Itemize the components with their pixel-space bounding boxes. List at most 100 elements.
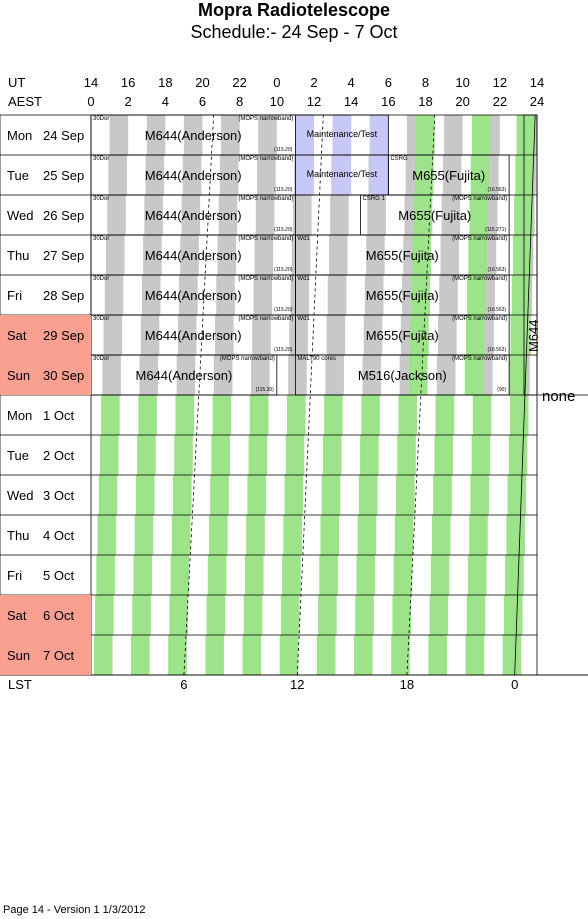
- background-stripe: [429, 595, 449, 635]
- background-stripe: [181, 195, 201, 235]
- background-stripe: [396, 475, 415, 515]
- day-label: Sun 30 Sep: [0, 355, 91, 395]
- background-stripe: [209, 515, 228, 555]
- lst-tick-label: 12: [290, 677, 305, 692]
- background-stripe: [444, 115, 463, 155]
- background-stripe: [104, 275, 124, 315]
- day-label: Sun 7 Oct: [0, 635, 91, 675]
- background-stripe: [109, 115, 129, 155]
- background-stripe: [366, 235, 385, 275]
- background-stripe: [469, 515, 488, 555]
- background-stripe: [428, 635, 447, 675]
- background-stripe: [137, 435, 156, 475]
- background-stripe: [325, 355, 344, 395]
- background-stripe: [131, 635, 150, 675]
- block-source: 30Dor: [93, 156, 110, 162]
- background-stripe: [354, 635, 373, 675]
- background-stripe: [285, 435, 305, 475]
- block-frequency: (90): [497, 387, 507, 393]
- background-stripe: [284, 475, 304, 515]
- ut-tick-label: 2: [310, 75, 318, 90]
- block-source: 30Dor: [93, 236, 110, 242]
- background-stripe: [515, 155, 534, 195]
- background-stripe: [467, 555, 487, 595]
- background-stripe: [442, 155, 462, 195]
- background-stripe: [465, 635, 485, 675]
- maintenance-stripe: [295, 115, 314, 155]
- background-stripe: [249, 395, 269, 435]
- block-source: 30Dor: [93, 196, 110, 202]
- day-of-week: Wed: [7, 487, 34, 503]
- day-label: Tue 2 Oct: [0, 435, 91, 475]
- block-source: MALT90 cores: [297, 356, 336, 362]
- block-source: Wd1: [297, 316, 310, 322]
- block-backend: (MOPS narrowband): [219, 356, 275, 362]
- background-stripe: [219, 155, 239, 195]
- background-stripe: [246, 515, 265, 555]
- background-stripe: [288, 355, 307, 395]
- ut-tick-label: 12: [492, 75, 508, 90]
- lst-axis-label: LST: [8, 677, 32, 692]
- background-stripe: [364, 275, 384, 315]
- day-of-week: Mon: [7, 407, 33, 423]
- lst-line: [514, 114, 536, 676]
- ut-tick-label: 8: [421, 75, 430, 90]
- page-subtitle: Schedule:- 24 Sep - 7 Oct: [190, 22, 398, 42]
- aest-tick-label: 20: [455, 94, 470, 109]
- day-of-week: Thu: [7, 247, 30, 263]
- background-stripe: [216, 275, 235, 315]
- block-project-name: Maintenance/Test: [306, 129, 378, 139]
- background-stripe: [211, 435, 231, 475]
- block-source: Wd1: [297, 236, 310, 242]
- background-stripe: [471, 435, 491, 475]
- background-stripe: [97, 515, 117, 555]
- background-stripe: [144, 195, 163, 235]
- lst-tick-label: 6: [180, 677, 188, 692]
- ut-axis-label: UT: [8, 75, 26, 90]
- day-label: Tue 25 Sep: [0, 155, 91, 195]
- background-stripe: [509, 395, 529, 435]
- background-stripe: [105, 235, 125, 275]
- block-project-name: M644(Anderson): [144, 208, 242, 223]
- background-stripe: [133, 555, 153, 595]
- block-frequency: (16.563): [487, 267, 507, 273]
- background-stripe: [469, 195, 489, 235]
- background-stripe: [367, 195, 386, 235]
- background-stripe: [146, 115, 166, 155]
- block-source: 30Dor: [93, 356, 110, 362]
- background-stripe: [412, 235, 432, 275]
- background-stripe: [505, 555, 524, 595]
- block-project-name: M655(Fujita): [365, 248, 439, 263]
- day-label: Sat 6 Oct: [0, 595, 91, 635]
- block-project-name: M644(Anderson): [135, 368, 233, 383]
- day-of-week: Fri: [7, 567, 23, 583]
- block-project-name: M655(Fujita): [365, 328, 439, 343]
- background-stripe: [286, 395, 306, 435]
- background-stripe: [326, 315, 346, 355]
- day-of-week: Wed: [7, 207, 34, 223]
- background-stripe: [362, 355, 382, 395]
- background-stripe: [319, 555, 338, 595]
- block-project-name: M516(Jackson): [357, 368, 447, 383]
- day-date: 27 Sep: [43, 247, 85, 263]
- day-date: 4 Oct: [43, 527, 75, 543]
- block-backend: (MOPS narrowband): [238, 156, 294, 162]
- background-stripe: [316, 635, 336, 675]
- block-frequency: (115.20): [274, 227, 293, 233]
- background-stripe: [96, 555, 115, 595]
- day-date: 30 Sep: [43, 367, 85, 383]
- background-stripe: [360, 435, 379, 475]
- background-stripe: [171, 515, 191, 555]
- background-stripe: [466, 595, 486, 635]
- day-date: 26 Sep: [43, 207, 85, 223]
- page-title: Mopra Radiotelescope: [197, 0, 391, 20]
- background-stripe: [503, 595, 523, 635]
- background-stripe: [183, 115, 203, 155]
- background-stripe: [468, 235, 487, 275]
- background-stripe: [392, 595, 412, 635]
- background-stripe: [363, 315, 383, 355]
- day-label: Fri 28 Sep: [0, 275, 91, 315]
- background-stripe: [170, 555, 190, 595]
- block-backend: (MOPS narrowband): [238, 236, 294, 242]
